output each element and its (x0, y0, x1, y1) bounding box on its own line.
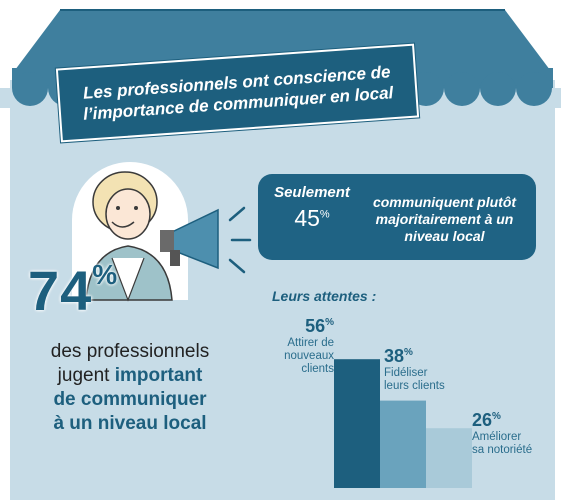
stat-fideliser: 38% Fidéliser leurs clients (384, 346, 445, 392)
bar-fideliser (380, 400, 426, 488)
callout-stat: Seulement 45% (262, 184, 362, 232)
callout-text: communiquent plutôt majoritairement à un… (372, 194, 517, 244)
bar-attirer (334, 359, 380, 488)
callout-value: 45% (294, 205, 330, 231)
sound-lines-icon (228, 206, 252, 274)
megaphone-icon (160, 208, 219, 270)
callout-box (258, 174, 536, 260)
callout-keyword: Seulement (274, 184, 350, 201)
bar-notoriete (426, 428, 472, 488)
headline-description: des professionnels jugent important de c… (50, 341, 210, 434)
stat-attirer: 56% Attirer de nouveaux clients (284, 316, 334, 375)
woman-illustration-icon (72, 162, 188, 302)
stat-notoriete: 26% Améliorer sa notoriété (472, 410, 533, 456)
headline-value: 74% (28, 259, 119, 322)
page-title: Les professionnels ont conscience de l’i… (82, 62, 394, 124)
expectations-heading: Leurs attentes : (272, 288, 377, 304)
